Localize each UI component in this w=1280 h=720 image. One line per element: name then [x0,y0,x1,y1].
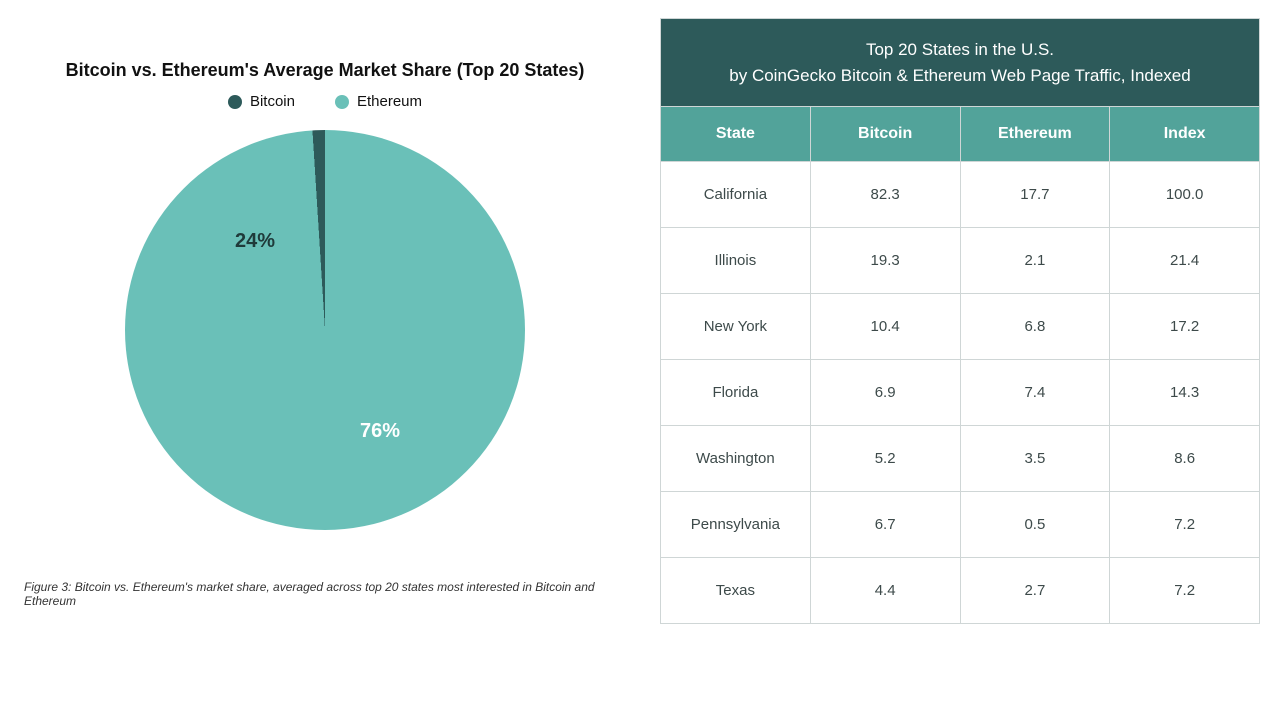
table-cell: 10.4 [810,294,960,360]
chart-legend: Bitcoin Ethereum [20,93,630,110]
chart-panel: Bitcoin vs. Ethereum's Average Market Sh… [0,0,650,720]
table-title-line1: Top 20 States in the U.S. [671,37,1249,63]
table-cell: 21.4 [1110,228,1260,294]
table-cell: Pennsylvania [661,492,811,558]
legend-item-ethereum: Ethereum [335,93,422,110]
table-cell: 7.4 [960,360,1110,426]
table-row: Illinois19.32.121.4 [661,228,1260,294]
table-cell: New York [661,294,811,360]
pie-chart: 24% 76% [125,130,525,530]
table-title: Top 20 States in the U.S. by CoinGecko B… [661,19,1260,107]
slice-label-ethereum: 24% [235,230,275,253]
table-body: California82.317.7100.0Illinois19.32.121… [661,162,1260,624]
pie-slices [125,130,525,530]
table-title-line2: by CoinGecko Bitcoin & Ethereum Web Page… [671,63,1249,89]
table-panel: Top 20 States in the U.S. by CoinGecko B… [650,0,1280,720]
table-cell: 4.4 [810,558,960,624]
legend-swatch-bitcoin [228,95,242,109]
table-cell: 17.7 [960,162,1110,228]
table-cell: Texas [661,558,811,624]
column-header: State [661,107,811,162]
table-cell: 5.2 [810,426,960,492]
table-cell: 2.1 [960,228,1110,294]
table-cell: California [661,162,811,228]
legend-label-bitcoin: Bitcoin [250,93,295,110]
table-cell: 0.5 [960,492,1110,558]
table-cell: Washington [661,426,811,492]
column-header: Bitcoin [810,107,960,162]
table-title-row: Top 20 States in the U.S. by CoinGecko B… [661,19,1260,107]
table-cell: 7.2 [1110,492,1260,558]
table-cell: 100.0 [1110,162,1260,228]
table-cell: Illinois [661,228,811,294]
table-row: Washington5.23.58.6 [661,426,1260,492]
table-row: Pennsylvania6.70.57.2 [661,492,1260,558]
table-cell: 8.6 [1110,426,1260,492]
table-cell: 6.8 [960,294,1110,360]
slice-label-bitcoin: 76% [360,420,400,443]
traffic-table: Top 20 States in the U.S. by CoinGecko B… [660,18,1260,624]
table-cell: 19.3 [810,228,960,294]
legend-swatch-ethereum [335,95,349,109]
table-header-row: StateBitcoinEthereumIndex [661,107,1260,162]
table-row: California82.317.7100.0 [661,162,1260,228]
layout-root: Bitcoin vs. Ethereum's Average Market Sh… [0,0,1280,720]
table-cell: 3.5 [960,426,1110,492]
column-header: Ethereum [960,107,1110,162]
table-row: Texas4.42.77.2 [661,558,1260,624]
legend-item-bitcoin: Bitcoin [228,93,295,110]
table-row: New York10.46.817.2 [661,294,1260,360]
table-cell: 6.9 [810,360,960,426]
table-row: Florida6.97.414.3 [661,360,1260,426]
table-cell: 7.2 [1110,558,1260,624]
table-cell: 2.7 [960,558,1110,624]
chart-title: Bitcoin vs. Ethereum's Average Market Sh… [20,60,630,81]
table-cell: 6.7 [810,492,960,558]
table-cell: 17.2 [1110,294,1260,360]
column-header: Index [1110,107,1260,162]
chart-caption: Figure 3: Bitcoin vs. Ethereum's market … [20,580,630,608]
legend-label-ethereum: Ethereum [357,93,422,110]
table-cell: 14.3 [1110,360,1260,426]
table-cell: Florida [661,360,811,426]
table-cell: 82.3 [810,162,960,228]
